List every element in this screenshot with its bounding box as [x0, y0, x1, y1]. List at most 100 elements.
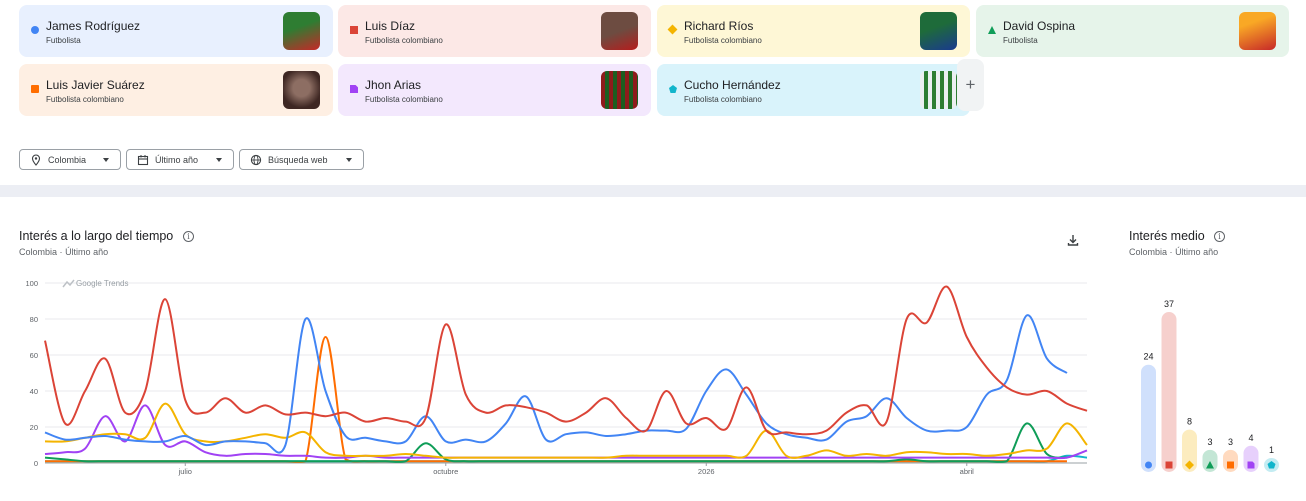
region-filter-label: Colombia [48, 154, 87, 165]
triangle-marker-icon [988, 26, 996, 34]
triangle-marker-icon [1206, 461, 1214, 469]
term-name: Luis Javier Suárez [46, 78, 145, 92]
bar-value-label: 3 [1207, 437, 1212, 447]
term-card-james-rodriguez[interactable]: James Rodríguez Futbolista [19, 5, 333, 57]
y-tick-label: 100 [25, 279, 38, 288]
term-name: Jhon Arias [365, 78, 422, 92]
average-bar [1202, 449, 1218, 472]
term-description: Futbolista colombiano [365, 36, 443, 45]
plus-icon: + [965, 75, 976, 94]
time-range-filter-label: Último año [155, 154, 199, 165]
pentagon-marker-icon [669, 85, 677, 93]
y-tick-label: 40 [30, 387, 38, 396]
average-interest-title: Interés medio [1129, 229, 1205, 243]
james-rodriguez-photo [283, 12, 320, 50]
y-tick-label: 0 [34, 459, 38, 468]
folded-square-marker-icon [350, 85, 358, 93]
subtitle-period: Último año [65, 247, 109, 257]
y-tick-label: 20 [30, 423, 38, 432]
info-icon[interactable]: i [183, 231, 194, 242]
subtitle-separator: · [59, 247, 63, 257]
add-term-button[interactable]: + [957, 59, 984, 111]
subtitle-separator: · [1169, 247, 1173, 257]
calendar-icon [137, 154, 149, 165]
subtitle-region: Colombia [19, 247, 58, 257]
info-icon[interactable]: i [1214, 231, 1225, 242]
term-card-luis-javier-suarez[interactable]: Luis Javier Suárez Futbolista colombiano [19, 64, 333, 116]
x-tick-label: julio [178, 467, 192, 476]
interest-over-time-title: Interés a lo largo del tiempo [19, 229, 174, 243]
x-tick-label: abril [960, 467, 975, 476]
y-tick-label: 60 [30, 351, 38, 360]
x-tick-label: 2026 [698, 467, 715, 476]
interest-over-time-subtitle: Colombia · Último año [19, 247, 108, 257]
y-tick-label: 80 [30, 315, 38, 324]
bar-value-label: 3 [1228, 437, 1233, 447]
square-marker-icon [1165, 461, 1173, 469]
term-card-richard-rios[interactable]: Richard Ríos Futbolista colombiano [657, 5, 970, 57]
luis-javier-suarez-photo [283, 71, 320, 109]
circle-marker-icon [31, 26, 39, 34]
square-marker-icon [350, 26, 358, 34]
term-name: Cucho Hernández [684, 78, 781, 92]
average-interest-subtitle: Colombia · Último año [1129, 247, 1218, 257]
david-ospina-photo [1239, 12, 1276, 50]
term-card-luis-diaz[interactable]: Luis Díaz Futbolista colombiano [338, 5, 651, 57]
term-description: Futbolista colombiano [365, 95, 443, 104]
time-range-filter[interactable]: Último año [126, 149, 234, 170]
download-icon[interactable] [1066, 233, 1080, 247]
term-name: David Ospina [1003, 19, 1076, 33]
average-bar [1243, 445, 1259, 472]
average-bar [1161, 312, 1177, 472]
term-description: Futbolista colombiano [684, 36, 762, 45]
bar-value-label: 1 [1269, 445, 1274, 455]
bar-value-label: 37 [1164, 299, 1174, 309]
globe-icon [250, 154, 262, 165]
average-bar [1182, 429, 1197, 472]
cucho-hernandez-photo [920, 71, 957, 109]
subtitle-region: Colombia [1129, 247, 1168, 257]
richard-rios-photo [920, 12, 957, 50]
search-type-filter[interactable]: Búsqueda web [239, 149, 364, 170]
term-description: Futbolista [1003, 36, 1038, 45]
orange-square-marker-icon [1227, 461, 1234, 469]
term-name: James Rodríguez [46, 19, 141, 33]
interest-over-time-chart: 0 20 40 60 80 100 julio octubre 2026 abril Google … [25, 279, 1088, 476]
diamond-marker-icon [1185, 460, 1194, 470]
term-name: Luis Díaz [365, 19, 416, 33]
luis-diaz-photo [601, 12, 638, 50]
term-card-jhon-arias[interactable]: Jhon Arias Futbolista colombiano [338, 64, 651, 116]
term-description: Futbolista colombiano [684, 95, 762, 104]
term-card-david-ospina[interactable]: David Ospina Futbolista [976, 5, 1289, 57]
series-line-0 [44, 314, 1068, 454]
series-line-3 [44, 422, 1068, 463]
average-bar [1141, 364, 1156, 472]
chevron-down-icon [216, 158, 222, 162]
bar-value-label: 24 [1143, 352, 1153, 362]
section-divider [0, 185, 1306, 197]
folded-square-marker-icon [1247, 461, 1255, 469]
bar-value-label: 4 [1248, 433, 1253, 443]
location-pin-icon [31, 153, 41, 166]
subtitle-period: Último año [1175, 247, 1219, 257]
term-card-cucho-hernandez[interactable]: Cucho Hernández Futbolista colombiano [657, 64, 970, 116]
diamond-marker-icon [667, 24, 678, 35]
average-interest-chart: 24 37 8 3 3 4 1 [1141, 299, 1279, 472]
pentagon-marker-icon [1267, 461, 1276, 469]
series-line-1 [44, 285, 1088, 436]
region-filter[interactable]: Colombia [19, 149, 121, 170]
average-bar [1223, 449, 1238, 472]
term-description: Futbolista [46, 36, 81, 45]
orange-square-marker-icon [31, 85, 39, 93]
chevron-down-icon [103, 158, 109, 162]
term-name: Richard Ríos [684, 19, 754, 33]
chevron-down-icon [346, 158, 352, 162]
jhon-arias-photo [601, 71, 638, 109]
watermark-label: Google Trends [76, 279, 128, 288]
x-tick-label: octubre [433, 467, 458, 476]
bar-value-label: 8 [1187, 417, 1192, 427]
term-description: Futbolista colombiano [46, 95, 124, 104]
google-trends-watermark: Google Trends [62, 279, 128, 288]
trend-icon [62, 279, 75, 288]
circle-marker-icon [1145, 461, 1152, 469]
